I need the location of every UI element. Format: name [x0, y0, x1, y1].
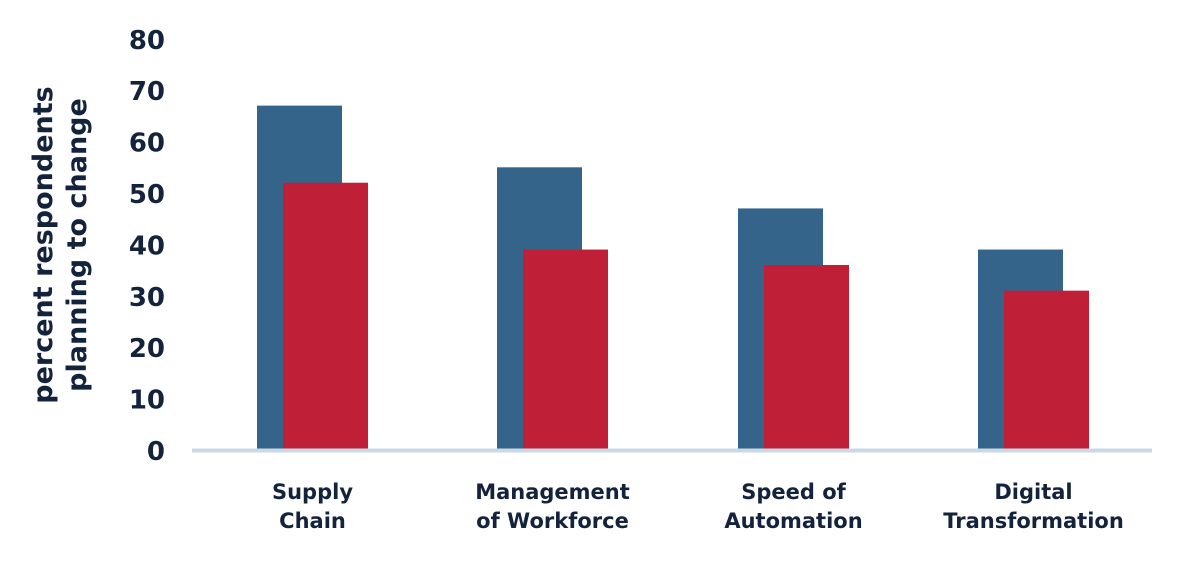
x-category-label: of Workforce — [476, 509, 629, 533]
x-category-label: Transformation — [943, 509, 1124, 533]
y-axis-label-line-2: planning to change — [62, 98, 93, 392]
x-category-label: Management — [475, 480, 630, 504]
bar — [1004, 291, 1089, 450]
bar — [283, 183, 368, 450]
x-category-label: Digital — [994, 480, 1072, 504]
bar — [764, 265, 849, 450]
y-tick-label: 70 — [129, 77, 165, 107]
y-tick-label: 60 — [129, 129, 165, 159]
y-tick-label: 10 — [129, 386, 165, 416]
y-tick-label: 0 — [147, 437, 165, 467]
y-tick-label: 80 — [129, 26, 165, 56]
y-tick-label: 40 — [129, 231, 165, 261]
x-category-label: Chain — [279, 509, 346, 533]
bar — [523, 250, 608, 450]
y-axis-label-line-1: percent respondents — [28, 86, 59, 403]
bars — [257, 106, 1089, 450]
x-category-label: Automation — [724, 509, 862, 533]
y-axis-label: percent respondents planning to change — [28, 86, 93, 403]
x-category-label: Supply — [272, 480, 353, 504]
y-tick-label: 50 — [129, 180, 165, 210]
x-axis-categories: Supply Chain Management of Workforce Speed o… — [272, 480, 1124, 533]
y-tick-label: 20 — [129, 334, 165, 364]
y-axis-ticks: 0 10 20 30 40 50 60 70 80 — [129, 26, 165, 467]
x-category-label: Speed of — [741, 480, 846, 504]
bar-chart: percent respondents planning to change 0… — [0, 0, 1182, 564]
y-tick-label: 30 — [129, 283, 165, 313]
